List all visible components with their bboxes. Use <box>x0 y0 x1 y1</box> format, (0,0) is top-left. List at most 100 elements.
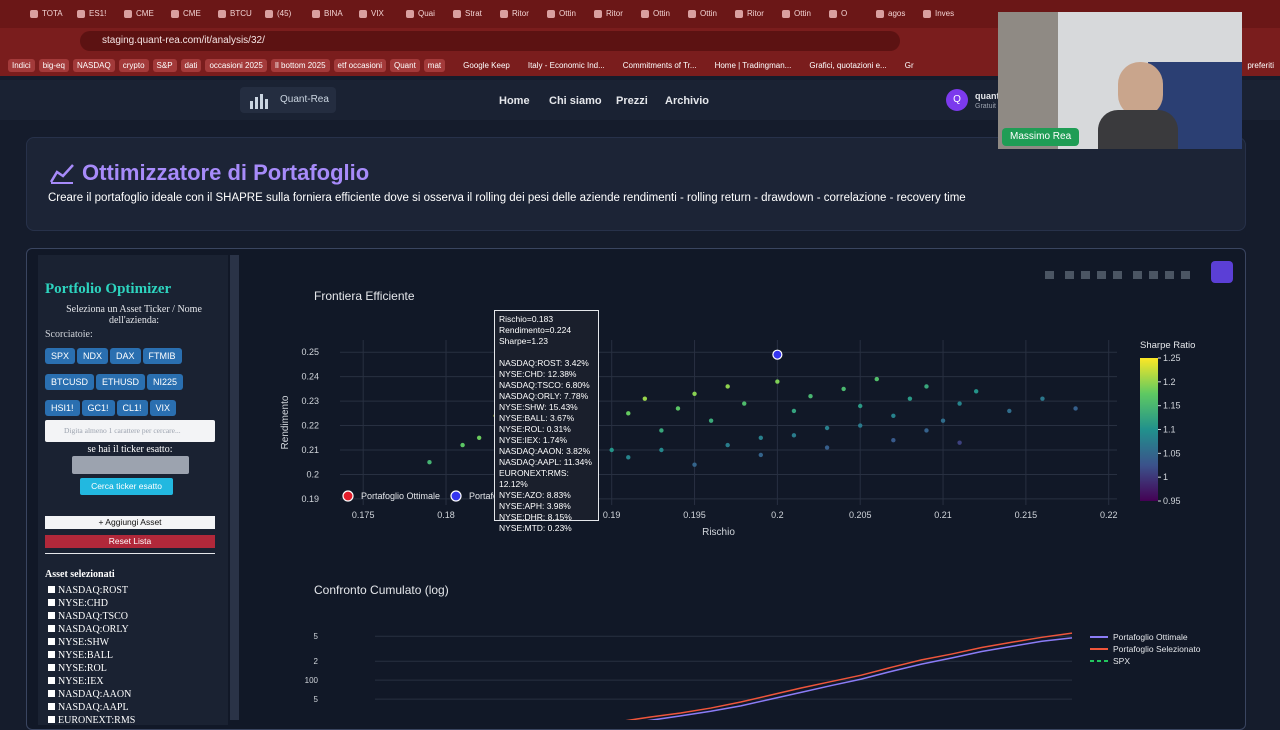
avatar[interactable]: Q <box>946 89 968 111</box>
shortcuts-label: Scorciatoie: <box>45 329 93 340</box>
nav-link[interactable]: Prezzi <box>616 95 648 107</box>
checkbox[interactable] <box>48 612 55 619</box>
tab[interactable]: TOTA <box>26 0 73 28</box>
bookmark[interactable]: Italy - Economic Ind... <box>527 60 605 70</box>
exact-input[interactable] <box>72 456 189 474</box>
shortcut-button[interactable]: FTMIB <box>142 348 182 364</box>
shortcut-button[interactable]: BTCUSD <box>45 374 95 390</box>
nav-link[interactable]: Home <box>499 95 530 107</box>
bookmark[interactable]: dati <box>180 58 202 72</box>
shortcut-button[interactable]: NI225 <box>147 374 184 390</box>
tab[interactable]: CME <box>167 0 214 28</box>
tab[interactable]: Ottin <box>684 0 731 28</box>
checkbox[interactable] <box>48 664 55 671</box>
shortcut-button[interactable]: SPX <box>45 348 76 364</box>
all-bookmarks[interactable]: preferiti <box>1247 60 1274 70</box>
exact-button[interactable]: Cerca ticker esatto <box>80 478 173 495</box>
shortcut-button[interactable]: HSI1! <box>45 400 80 416</box>
charts: Frontiera Efficiente0.1750.180.1850.190.… <box>242 256 1244 720</box>
bookmark[interactable]: Indici <box>8 58 35 72</box>
checkbox[interactable] <box>48 599 55 606</box>
tab[interactable]: Ottin <box>778 0 825 28</box>
x-axis-label: Rischio <box>702 527 735 538</box>
shortcut-button[interactable]: DAX <box>110 348 141 364</box>
bookmark[interactable]: NASDAQ <box>72 58 115 72</box>
colorbar-tick-label: 1.25 <box>1163 353 1181 363</box>
bookmark[interactable]: Gr <box>904 60 914 70</box>
header-icon <box>49 164 74 184</box>
asset-row: NASDAQ:ROST <box>48 585 135 598</box>
shortcut-button[interactable]: GC1! <box>81 400 115 416</box>
bookmark[interactable]: crypto <box>118 58 149 72</box>
bookmark[interactable]: occasioni 2025 <box>205 58 267 72</box>
shortcut-button[interactable]: ETHUSD <box>96 374 146 390</box>
add-button[interactable]: + Aggiungi Asset <box>45 516 215 529</box>
x-tick-label: 0.195 <box>683 510 706 520</box>
checkbox[interactable] <box>48 638 55 645</box>
bookmark[interactable]: Home | Tradingman... <box>714 60 792 70</box>
header-subtitle: Creare il portafoglio ideale con il SHAP… <box>48 192 966 204</box>
y-tick-label: 100 <box>305 676 319 685</box>
tab[interactable]: Ritor <box>731 0 778 28</box>
x-tick-label: 0.18 <box>437 510 455 520</box>
checkbox[interactable] <box>48 651 55 658</box>
asset-name: NASDAQ:TSCO <box>58 611 129 622</box>
asset-row: NYSE:CHD <box>48 598 135 611</box>
tab[interactable]: BTCU <box>214 0 261 28</box>
shortcut-button[interactable]: NDX <box>77 348 109 364</box>
tab[interactable]: Inves <box>919 0 966 28</box>
asset-name: NYSE:SHW <box>58 637 110 648</box>
bookmark[interactable]: Google Keep <box>463 60 510 70</box>
bookmark[interactable]: Commitments of Tr... <box>622 60 697 70</box>
tooltip-line: Rischio=0.183 <box>499 314 554 324</box>
scatter-point <box>725 442 730 448</box>
scatter-point <box>1040 396 1045 401</box>
scatter-point <box>791 408 797 414</box>
nav-link[interactable]: Chi siamo <box>549 95 602 107</box>
shortcut-button[interactable]: VIX <box>149 400 177 416</box>
x-tick-label: 0.205 <box>849 510 872 520</box>
checkbox[interactable] <box>48 703 55 710</box>
asset-name: NYSE:IEX <box>58 676 104 687</box>
checkbox[interactable] <box>48 677 55 684</box>
checkbox[interactable] <box>48 586 55 593</box>
tab[interactable]: (45) <box>261 0 308 28</box>
checkbox[interactable] <box>48 625 55 632</box>
y-axis-label: Rendimento <box>280 395 291 449</box>
tab[interactable]: Strat <box>449 0 496 28</box>
asset-row: NASDAQ:TSCO <box>48 611 135 624</box>
exact-label: se hai il ticker esatto: <box>87 444 173 455</box>
tab[interactable]: Ottin <box>637 0 684 28</box>
nav-link[interactable]: Archivio <box>665 95 710 107</box>
checkbox[interactable] <box>48 690 55 697</box>
bookmark[interactable]: big-eq <box>38 58 69 72</box>
shortcut-button[interactable]: CL1! <box>116 400 148 416</box>
tab[interactable]: agos <box>872 0 919 28</box>
bookmark[interactable]: mat <box>423 58 446 72</box>
scatter-point <box>642 396 648 401</box>
bookmark[interactable]: Grafici, quotazioni e... <box>809 60 887 70</box>
tab[interactable]: VIX <box>355 0 402 28</box>
bookmark[interactable]: etf occasioni <box>333 58 386 72</box>
asset-row: NASDAQ:AAPL <box>48 702 135 715</box>
y-tick-label: 0.2 <box>306 469 319 479</box>
bookmark[interactable]: Quant <box>390 58 420 72</box>
brand-name: Quant-Rea <box>280 94 329 105</box>
tab[interactable]: Ritor <box>496 0 543 28</box>
y-tick-label: 0.22 <box>301 421 319 431</box>
brand[interactable]: Quant-Rea <box>240 87 336 113</box>
tab[interactable]: O <box>825 0 872 28</box>
tab[interactable]: CME <box>120 0 167 28</box>
search-box[interactable]: Digita almeno 1 carattere per cercare... <box>45 420 215 442</box>
url[interactable]: staging.quant-rea.com/it/analysis/32/ <box>80 31 900 51</box>
tab[interactable]: Ottin <box>543 0 590 28</box>
fullscreen-button[interactable] <box>1211 261 1233 283</box>
tab[interactable]: Ritor <box>590 0 637 28</box>
tab[interactable]: BINA <box>308 0 355 28</box>
tab[interactable]: ES1! <box>73 0 120 28</box>
reset-button[interactable]: Reset Lista <box>45 535 215 548</box>
bookmark[interactable]: S&P <box>152 58 177 72</box>
tab[interactable]: Quai <box>402 0 449 28</box>
bookmark[interactable]: Il bottom 2025 <box>270 58 330 72</box>
